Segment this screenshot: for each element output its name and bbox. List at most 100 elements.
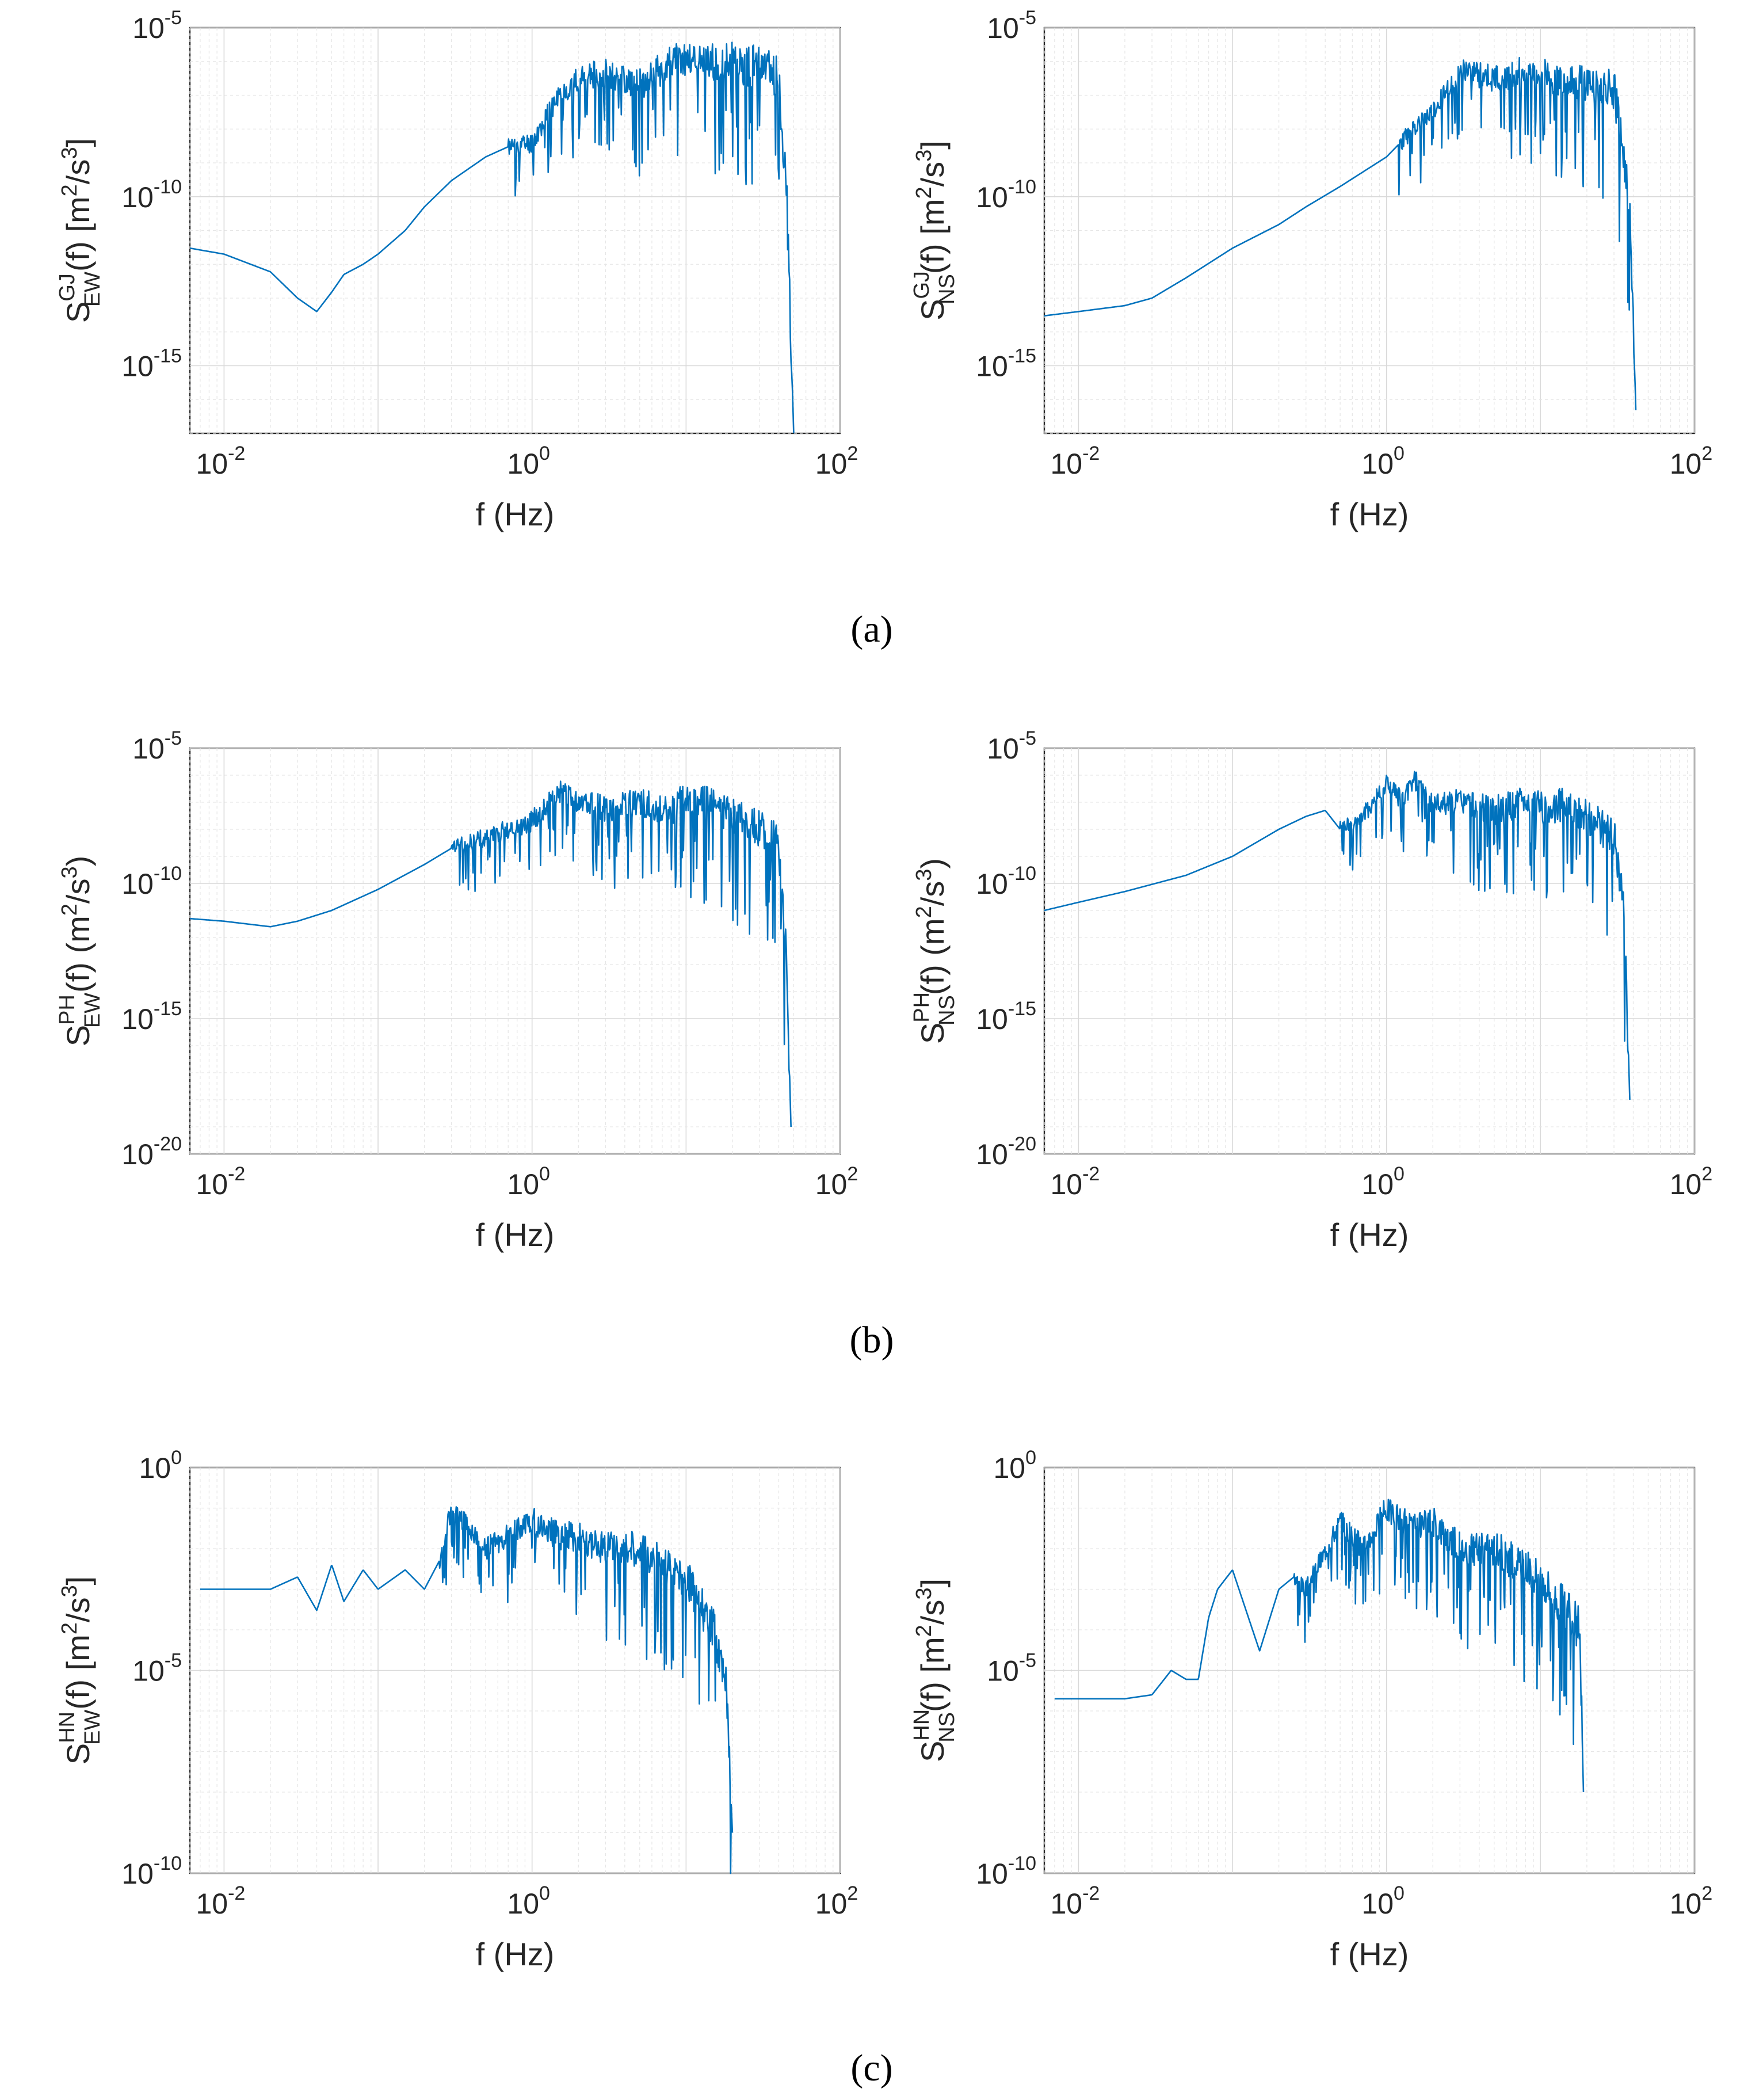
grid <box>189 748 841 1154</box>
ylabel-unit-sup: 2 <box>912 186 936 199</box>
ylabel-unit-sup2: 3 <box>58 147 82 159</box>
x-tick-label: 102 <box>1670 1163 1713 1200</box>
y-tick-base: 10 <box>132 733 165 765</box>
x-tick-exp: 0 <box>539 1163 550 1185</box>
x-tick-base: 10 <box>815 1888 848 1920</box>
y-axis-label: SHNNS(f) [m2/s3] <box>910 1579 959 1762</box>
x-tick-base: 10 <box>507 1168 539 1200</box>
x-tick-exp: 0 <box>1394 443 1405 464</box>
x-tick-label: 10-2 <box>196 443 245 480</box>
x-tick-label: 10-2 <box>1050 443 1100 480</box>
y-tick-label: 10-10 <box>121 1853 182 1890</box>
y-tick-label: 10-10 <box>121 176 182 214</box>
x-axis-label: f (Hz) <box>476 1217 555 1253</box>
y-tick-base: 10 <box>976 1858 1008 1890</box>
y-tick-label: 10-10 <box>976 863 1036 900</box>
x-tick-base: 10 <box>507 448 539 480</box>
ylabel-sup: PH <box>910 992 934 1023</box>
x-tick-base: 10 <box>1050 1168 1082 1200</box>
x-tick-base: 10 <box>1670 1168 1702 1200</box>
y-tick-base: 10 <box>976 868 1008 900</box>
ylabel-unit-sup2: 3 <box>58 1585 82 1597</box>
x-axis-label: f (Hz) <box>1330 496 1409 532</box>
x-tick-exp: 2 <box>847 1882 858 1904</box>
y-tick-exp: -5 <box>1019 727 1036 749</box>
x-tick-base: 10 <box>196 448 228 480</box>
x-tick-label: 100 <box>507 443 550 480</box>
series-line-b-left <box>189 780 792 1127</box>
y-tick-base: 10 <box>987 1655 1019 1687</box>
series-line-c-right <box>1054 1499 1585 1793</box>
x-tick-exp: 0 <box>1394 1163 1405 1185</box>
ylabel-base: S <box>914 1741 951 1762</box>
x-tick-exp: 0 <box>539 443 550 464</box>
caption-c: (c) <box>850 2047 892 2089</box>
x-tick-exp: -2 <box>228 1882 245 1904</box>
x-tick-base: 10 <box>1050 448 1082 480</box>
ylabel-unit-mid: /s <box>914 162 951 187</box>
y-tick-label: 100 <box>139 1447 182 1484</box>
y-tick-exp: -15 <box>1008 345 1036 367</box>
x-tick-exp: -2 <box>1082 443 1100 464</box>
y-tick-exp: -15 <box>154 345 182 367</box>
x-tick-label: 102 <box>815 1163 858 1200</box>
y-tick-exp: -20 <box>1008 1133 1036 1155</box>
y-tick-exp: -15 <box>154 998 182 1020</box>
x-tick-labels: 10-2 100 102 <box>1050 443 1712 480</box>
y-tick-exp: -10 <box>1008 1853 1036 1874</box>
x-tick-labels: 10-2 100 102 <box>196 1882 858 1920</box>
ylabel-unit-end: ] <box>60 1576 96 1586</box>
y-tick-exp: -10 <box>154 1853 182 1874</box>
x-tick-base: 10 <box>1670 448 1702 480</box>
y-tick-label: 10-5 <box>132 727 182 765</box>
x-tick-exp: 2 <box>1701 1882 1712 1904</box>
ylabel-arg: (f) (m <box>914 918 951 995</box>
y-tick-label: 10-5 <box>132 7 182 44</box>
ylabel-unit-sup2: 3 <box>912 150 936 162</box>
ylabel-arg: (f) [m <box>60 1634 96 1710</box>
ylabel-unit-sup: 2 <box>912 1625 936 1637</box>
ylabel-base: S <box>60 1743 96 1764</box>
ylabel-unit-sup2: 3 <box>58 866 82 878</box>
grid <box>189 27 841 434</box>
x-tick-label: 10-2 <box>1050 1163 1100 1200</box>
ylabel-unit-sup: 2 <box>58 904 82 916</box>
y-tick-exp: -15 <box>1008 998 1036 1020</box>
y-tick-base: 10 <box>976 350 1008 383</box>
y-tick-label: 10-10 <box>121 863 182 900</box>
ylabel-unit-mid: /s <box>914 881 951 906</box>
ylabel-sub: EW <box>81 272 105 307</box>
x-tick-label: 100 <box>1361 1882 1405 1920</box>
y-tick-label: 10-20 <box>976 1133 1036 1171</box>
y-axis-label: SHNEW(f) [m2/s3] <box>55 1576 105 1765</box>
y-tick-exp: -5 <box>1019 1650 1036 1672</box>
x-tick-exp: -2 <box>228 443 245 464</box>
ylabel-sub: NS <box>935 1712 959 1743</box>
ylabel-base: S <box>914 299 951 321</box>
plot-area <box>189 747 841 1155</box>
ylabel-arg: (f) [m <box>914 1637 951 1712</box>
x-tick-base: 10 <box>815 1168 848 1200</box>
x-tick-labels: 10-2 100 102 <box>1050 1163 1712 1200</box>
x-tick-base: 10 <box>196 1168 228 1200</box>
ylabel-unit-sup: 2 <box>58 1622 82 1634</box>
x-tick-label: 10-2 <box>196 1163 245 1200</box>
x-tick-labels: 10-2 100 102 <box>1050 1882 1712 1920</box>
y-tick-label: 10-5 <box>987 7 1036 44</box>
ylabel-sub: NS <box>935 995 959 1026</box>
grid <box>1044 1467 1695 1874</box>
x-axis-label: f (Hz) <box>1330 1936 1409 1972</box>
y-tick-base: 10 <box>121 1138 154 1171</box>
y-tick-label: 10-5 <box>987 727 1036 765</box>
x-tick-exp: 2 <box>847 1163 858 1185</box>
x-tick-base: 10 <box>1361 448 1394 480</box>
x-tick-base: 10 <box>1361 1888 1394 1920</box>
